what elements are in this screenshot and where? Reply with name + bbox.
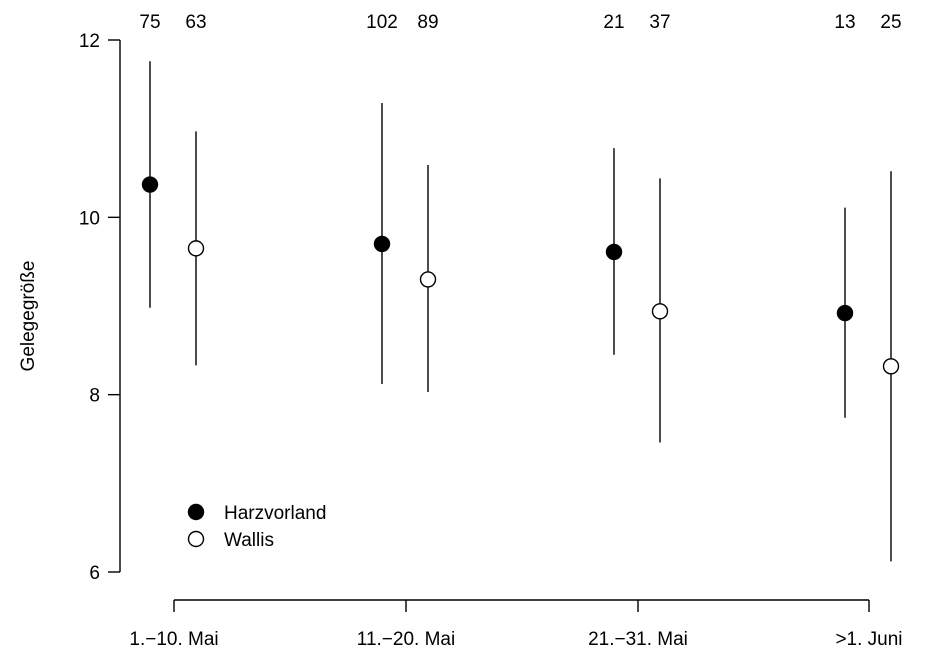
y-axis: 6 8 10 12 <box>79 31 121 584</box>
y-tick-label: 8 <box>89 386 100 407</box>
sample-size-label: 102 <box>366 12 398 33</box>
data-points <box>141 176 900 375</box>
x-tick-label: 21.−31. Mai <box>588 629 688 650</box>
sample-size-label: 75 <box>139 12 160 33</box>
data-point-harzvorland <box>836 304 854 322</box>
sample-size-label: 13 <box>834 12 855 33</box>
legend-label: Wallis <box>224 530 274 551</box>
y-tick-label: 10 <box>79 208 100 229</box>
legend-marker-open <box>187 530 205 548</box>
sample-size-label: 89 <box>417 12 438 33</box>
sample-size-label: 37 <box>649 12 670 33</box>
sample-size-label: 21 <box>603 12 624 33</box>
data-point-wallis <box>651 303 669 320</box>
data-point-harzvorland <box>141 176 159 193</box>
y-tick-label: 6 <box>89 563 100 584</box>
legend-label: Harzvorland <box>224 503 326 524</box>
sample-size-label: 63 <box>185 12 206 33</box>
data-point-harzvorland <box>605 243 623 261</box>
y-tick-label: 12 <box>79 31 100 52</box>
y-axis-title: Gelegegröße <box>18 261 39 372</box>
legend: Harzvorland Wallis <box>187 503 326 551</box>
x-tick-label: 1.−10. Mai <box>129 629 218 650</box>
data-point-wallis <box>187 240 205 257</box>
x-tick-label: >1. Juni <box>835 629 902 650</box>
data-point-wallis <box>419 271 437 288</box>
data-point-harzvorland <box>373 235 391 253</box>
data-point-wallis <box>882 358 900 375</box>
x-axis: 1.−10. Mai 11.−20. Mai 21.−31. Mai >1. Juni <box>129 599 903 650</box>
sample-size-label: 25 <box>880 12 901 33</box>
error-bars <box>149 61 892 562</box>
sample-size-labels: 75 102 21 13 63 89 37 25 <box>139 12 901 33</box>
legend-marker-filled <box>187 503 205 521</box>
x-tick-label: 11.−20. Mai <box>357 629 455 650</box>
